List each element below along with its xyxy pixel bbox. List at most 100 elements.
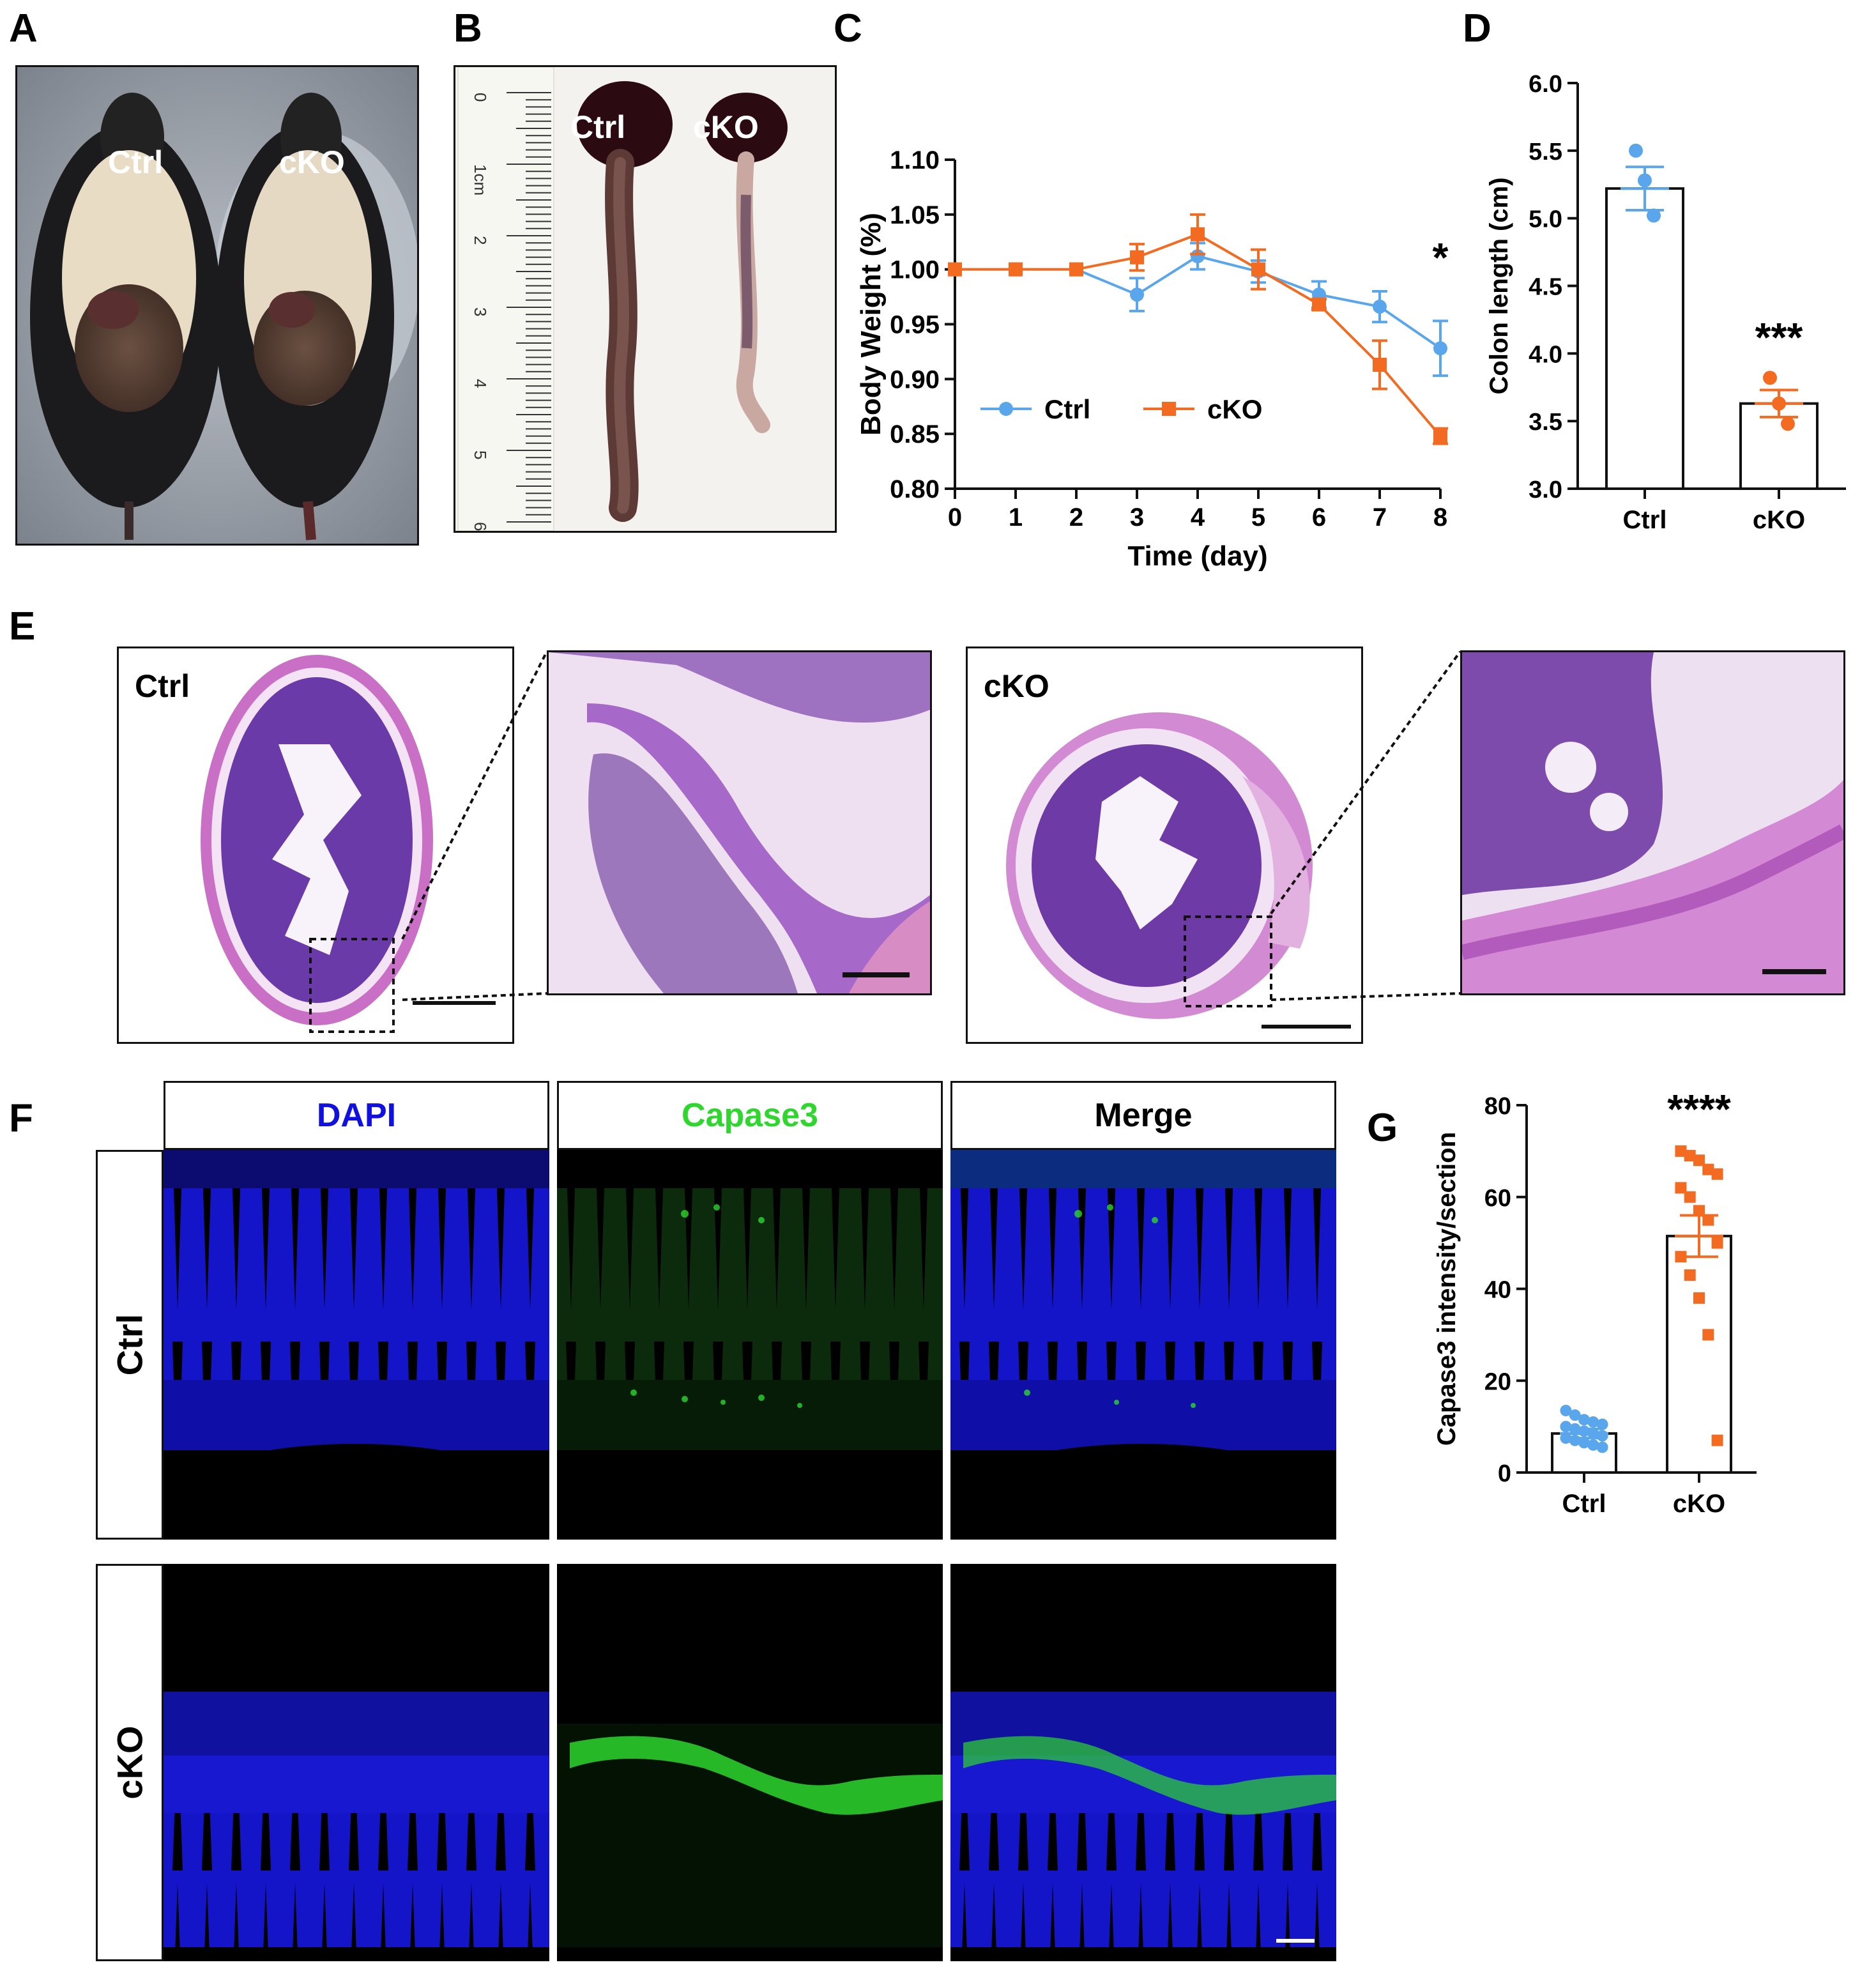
data-point bbox=[1763, 371, 1777, 385]
histology-ctrl-overview: Ctrl bbox=[117, 647, 514, 1044]
data-point bbox=[1587, 1427, 1599, 1439]
y-tick-label: 4.0 bbox=[1529, 341, 1562, 368]
data-point bbox=[1130, 287, 1144, 302]
y-axis-label: Body Weight (%) bbox=[855, 213, 887, 436]
data-point bbox=[1569, 1409, 1581, 1421]
data-point bbox=[1069, 262, 1083, 277]
data-point bbox=[1578, 1425, 1590, 1437]
y-axis-label: Capase3 intensity/section bbox=[1433, 1132, 1461, 1446]
data-point bbox=[1693, 1292, 1705, 1304]
zoom-connector-lines-cko bbox=[1270, 650, 1461, 1001]
body-weight-chart: 0.80 0.85 0.90 0.95 1.00 1.05 1.10 0 1 2 3 4 5 6 7 8 Tim… bbox=[855, 146, 1449, 572]
data-point bbox=[1702, 1329, 1714, 1341]
legend-marker bbox=[999, 402, 1013, 416]
panel-label-f: F bbox=[9, 1096, 33, 1140]
y-tick-label: 0 bbox=[1498, 1460, 1511, 1487]
data-point bbox=[1675, 1145, 1687, 1157]
cko-dapi-image bbox=[164, 1564, 549, 1961]
data-point bbox=[1130, 250, 1144, 264]
cko-merge-image bbox=[950, 1564, 1336, 1961]
data-point bbox=[1587, 1439, 1599, 1451]
x-tick-label: 2 bbox=[1069, 503, 1083, 532]
data-point bbox=[1587, 1416, 1599, 1428]
y-tick-label: 40 bbox=[1484, 1277, 1511, 1304]
data-point bbox=[1373, 358, 1387, 372]
y-tick-label: 1.00 bbox=[890, 256, 940, 284]
mouse-ctrl-label: Ctrl bbox=[108, 144, 164, 180]
panel-label-e: E bbox=[9, 604, 36, 648]
column-header-merge: Merge bbox=[950, 1081, 1336, 1150]
y-tick-label: 4.5 bbox=[1529, 274, 1562, 301]
x-tick-label: Ctrl bbox=[1562, 1490, 1606, 1518]
legend-marker bbox=[1162, 402, 1176, 416]
legend-label: Ctrl bbox=[1044, 394, 1090, 424]
mice-illustration bbox=[17, 67, 417, 544]
x-tick-label: 1 bbox=[1009, 503, 1023, 532]
y-axis-label: Colon length (cm) bbox=[1485, 178, 1513, 395]
mice-dissection-photo: Ctrl cKO bbox=[15, 65, 419, 546]
row-label-cko-text: cKO bbox=[109, 1725, 150, 1800]
panel-label-b: B bbox=[454, 6, 482, 50]
y-tick-label: 3.0 bbox=[1529, 477, 1562, 503]
data-point bbox=[1569, 1423, 1581, 1435]
histology-ctrl-zoom bbox=[547, 650, 932, 995]
ctrl-caspase3-image bbox=[557, 1150, 943, 1540]
colon-ctrl-label: Ctrl bbox=[570, 109, 626, 145]
x-tick-label: cKO bbox=[1673, 1490, 1725, 1518]
data-point bbox=[1711, 1434, 1723, 1446]
data-point bbox=[1629, 143, 1643, 158]
panel-label-d: D bbox=[1463, 6, 1491, 50]
x-tick-label: cKO bbox=[1753, 506, 1805, 534]
data-point bbox=[1638, 173, 1652, 188]
histology-cko-zoom bbox=[1460, 650, 1845, 995]
cko-cross-section bbox=[1006, 712, 1351, 1029]
y-tick-label: 0.80 bbox=[890, 475, 940, 503]
significance-marker: * bbox=[1433, 234, 1449, 280]
data-point bbox=[1693, 1154, 1705, 1167]
histology-cko-overview: cKO bbox=[966, 647, 1363, 1044]
caspase3-intensity-chart: 0 20 40 60 80 Capase3 intensity/section Ctrl cK… bbox=[1433, 1086, 1757, 1518]
data-point bbox=[1373, 300, 1387, 314]
colon-illustration: 0 1cm 2 3 4 5 6 bbox=[455, 67, 835, 531]
panel-label-g: G bbox=[1367, 1106, 1398, 1150]
zoom-connector-lines bbox=[401, 651, 548, 1001]
bar-cKO bbox=[1666, 1234, 1732, 1474]
data-point bbox=[948, 262, 962, 277]
data-point bbox=[1569, 1434, 1581, 1446]
data-point bbox=[1772, 396, 1786, 411]
ctrl-dapi-image bbox=[164, 1150, 549, 1540]
ruler-tick-label: 6 bbox=[471, 522, 490, 531]
ruler-tick-label: 4 bbox=[471, 379, 490, 388]
x-tick-label: 5 bbox=[1251, 503, 1265, 532]
cko-zoom-tissue bbox=[1462, 652, 1843, 993]
y-tick-label: 1.05 bbox=[890, 201, 940, 229]
row-label-ctrl-text: Ctrl bbox=[109, 1313, 150, 1376]
data-point bbox=[1675, 1251, 1687, 1263]
significance-marker: *** bbox=[1755, 314, 1803, 360]
data-point bbox=[1693, 1205, 1705, 1217]
x-tick-label: Ctrl bbox=[1623, 506, 1667, 534]
significance-marker: **** bbox=[1667, 1086, 1731, 1132]
bar-Ctrl bbox=[1605, 187, 1684, 490]
data-point bbox=[1578, 1414, 1590, 1426]
y-tick-label: 0.95 bbox=[890, 311, 940, 339]
colon-ruler-photo: 0 1cm 2 3 4 5 6 Ctrl cKO bbox=[454, 65, 837, 533]
ruler-tick-label: 0 bbox=[471, 93, 490, 102]
column-header-dapi: DAPI bbox=[164, 1081, 549, 1150]
data-point bbox=[1684, 1191, 1696, 1203]
data-point bbox=[1312, 297, 1326, 312]
y-tick-label: 20 bbox=[1484, 1368, 1511, 1395]
data-point bbox=[1675, 1182, 1687, 1194]
panel-label-c: C bbox=[834, 6, 862, 50]
cko-caspase3-image bbox=[557, 1564, 943, 1961]
data-point bbox=[1560, 1404, 1572, 1416]
ruler-ticks: 0 1cm 2 3 4 5 6 bbox=[471, 92, 551, 531]
y-tick-label: 6.0 bbox=[1529, 71, 1562, 98]
x-tick-label: 0 bbox=[948, 503, 962, 532]
data-point bbox=[1684, 1150, 1696, 1162]
ctrl-zoom-tissue bbox=[549, 652, 930, 993]
ctrl-cross-section bbox=[201, 655, 496, 1033]
x-axis-label: Time (day) bbox=[1127, 540, 1267, 572]
data-point bbox=[1596, 1430, 1608, 1442]
data-point bbox=[1433, 341, 1447, 356]
